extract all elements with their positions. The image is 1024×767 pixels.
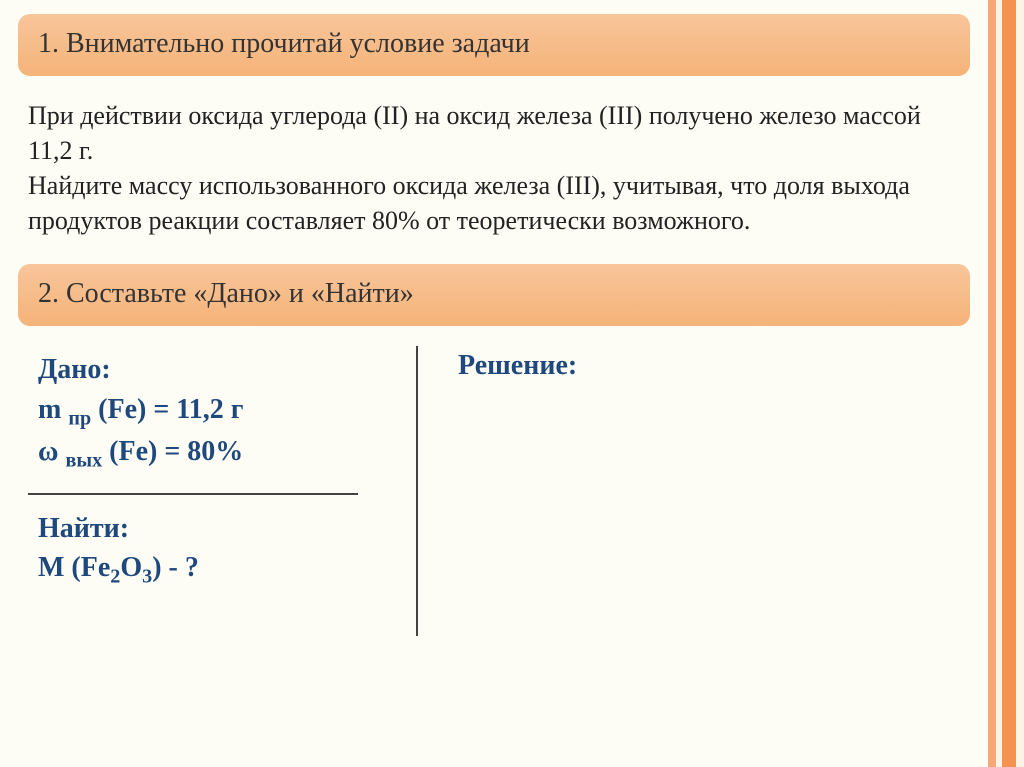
- given-title: Дано:: [38, 354, 111, 385]
- given-w-sub: вых: [65, 450, 102, 472]
- given-m-label: m: [38, 394, 68, 425]
- find-block: Найти: M (Fe2O3) - ?: [28, 495, 398, 591]
- find-M-sub1: 2: [110, 566, 120, 588]
- find-M-sub2: 3: [142, 566, 152, 588]
- problem-line-1: При действии оксида углерода (II) на окс…: [28, 101, 921, 165]
- solution-layout: Дано: m пр (Fe) = 11,2 г ω вых (Fe) = 80…: [18, 346, 970, 591]
- solution-label: Решение:: [458, 350, 577, 381]
- decorative-stripe: [988, 0, 1024, 767]
- stripe-segment: [1002, 0, 1016, 767]
- given-column: Дано: m пр (Fe) = 11,2 г ω вых (Fe) = 80…: [28, 346, 398, 591]
- find-M-mid: O: [120, 552, 142, 583]
- problem-line-2: Найдите массу использованного оксида жел…: [28, 171, 910, 235]
- given-w-label: ω: [38, 436, 65, 467]
- solution-column: Решение:: [458, 346, 577, 382]
- find-M-label: M (Fe: [38, 552, 110, 583]
- step-2-banner: 2. Составьте «Дано» и «Найти»: [18, 264, 970, 326]
- given-w-rest: (Fe) = 80%: [102, 436, 243, 467]
- stripe-segment: [1016, 0, 1024, 767]
- stripe-segment: [988, 0, 996, 767]
- given-block: Дано: m пр (Fe) = 11,2 г ω вых (Fe) = 80…: [28, 346, 398, 483]
- given-m-sub: пр: [68, 407, 91, 429]
- problem-statement: При действии оксида углерода (II) на окс…: [18, 94, 970, 246]
- find-M-rest: ) - ?: [152, 552, 199, 583]
- given-m-rest: (Fe) = 11,2 г: [91, 394, 243, 425]
- slide-content: 1. Внимательно прочитай условие задачи П…: [0, 0, 988, 767]
- find-title: Найти:: [38, 513, 129, 544]
- step-1-banner: 1. Внимательно прочитай условие задачи: [18, 14, 970, 76]
- vertical-divider: [416, 346, 418, 636]
